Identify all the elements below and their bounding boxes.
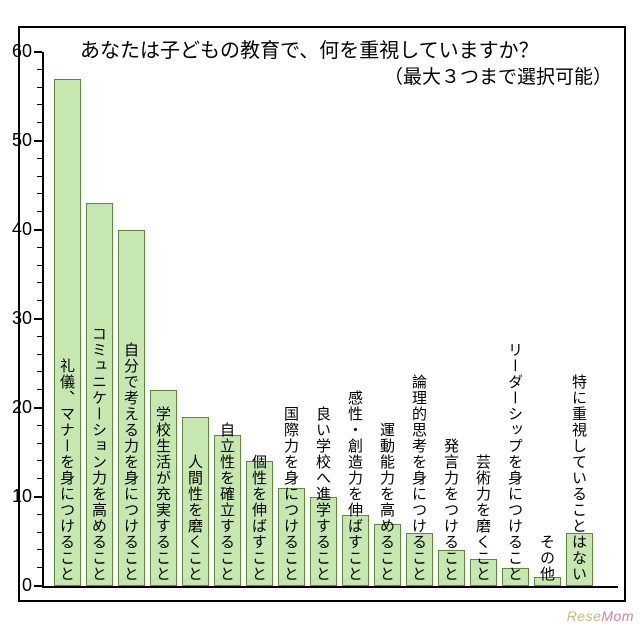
y-tick-minor <box>37 354 42 355</box>
bar-label: 自立性を確立すること <box>219 422 234 582</box>
bar-label: リーダーシップを身につけること <box>507 342 522 582</box>
y-tick-minor <box>37 460 42 461</box>
watermark-part-b: Mom <box>601 608 634 624</box>
y-axis-label: 60 <box>2 41 32 62</box>
y-tick-minor <box>37 478 42 479</box>
bar-label: 自分で考える力を身につけること <box>123 342 138 582</box>
y-tick-major <box>34 496 42 498</box>
y-tick-minor <box>37 371 42 372</box>
y-tick-minor <box>37 336 42 337</box>
y-tick-minor <box>37 532 42 533</box>
y-tick-major <box>34 51 42 53</box>
y-tick-minor <box>37 514 42 515</box>
y-tick-minor <box>37 549 42 550</box>
y-tick-minor <box>37 425 42 426</box>
y-axis-label: 0 <box>2 575 32 596</box>
bar-label: 良い学校へ進学すること <box>315 406 330 582</box>
bar-label: 国際力を身につけること <box>283 406 298 582</box>
y-tick-minor <box>37 122 42 123</box>
bar-label: 発言力をつけること <box>443 438 458 582</box>
bar-label: その他 <box>539 534 554 582</box>
y-axis-label: 10 <box>2 486 32 507</box>
bar-label: 礼儀、マナーを身につけること <box>59 358 74 582</box>
bar-label: 個性を伸ばすこと <box>251 454 266 582</box>
bar-label: 感性・創造力を伸ばすこと <box>347 390 362 582</box>
watermark-logo: ReseMom <box>567 608 634 624</box>
bar-label: コミュニケーション力を高めること <box>91 326 106 582</box>
bar-label: 芸術力を磨くこと <box>475 454 490 582</box>
y-axis-label: 40 <box>2 219 32 240</box>
y-tick-major <box>34 318 42 320</box>
y-tick-major <box>34 229 42 231</box>
y-tick-minor <box>37 300 42 301</box>
bar-label: 運動能力を高めること <box>379 422 394 582</box>
y-axis-label: 20 <box>2 397 32 418</box>
y-tick-minor <box>37 193 42 194</box>
y-tick-minor <box>37 69 42 70</box>
y-tick-minor <box>37 176 42 177</box>
y-tick-minor <box>37 389 42 390</box>
chart-frame: あなたは子どもの教育で、何を重視していますか？ （最大３つまで選択可能） Res… <box>0 0 640 628</box>
y-tick-minor <box>37 87 42 88</box>
y-tick-minor <box>37 247 42 248</box>
watermark-part-a: Rese <box>567 608 602 624</box>
y-tick-major <box>34 407 42 409</box>
bar-label: 学校生活が充実すること <box>155 406 170 582</box>
y-tick-minor <box>37 282 42 283</box>
bar-label: 特に重視していることはない <box>571 374 586 582</box>
y-tick-minor <box>37 443 42 444</box>
y-tick-minor <box>37 567 42 568</box>
bar-label: 人間性を磨くこと <box>187 454 202 582</box>
y-tick-minor <box>37 158 42 159</box>
y-tick-major <box>34 585 42 587</box>
y-tick-minor <box>37 211 42 212</box>
bar-label: 論理的思考を身につけること <box>411 374 426 582</box>
y-axis-label: 50 <box>2 130 32 151</box>
y-tick-major <box>34 140 42 142</box>
y-tick-minor <box>37 265 42 266</box>
y-tick-minor <box>37 104 42 105</box>
y-axis-label: 30 <box>2 308 32 329</box>
